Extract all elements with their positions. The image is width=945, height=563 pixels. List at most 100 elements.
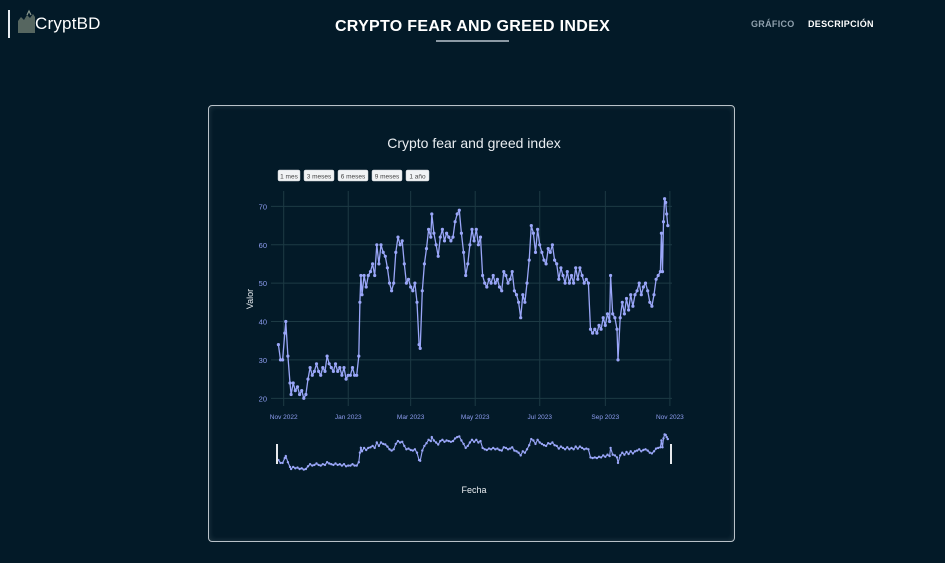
range-button-0[interactable]: 1 mes [277, 169, 301, 182]
data-point [359, 273, 363, 278]
data-point [546, 247, 550, 251]
fear-greed-chart[interactable]: Crypto fear and greed index 1 mes 3 meses… [209, 106, 736, 543]
slider-data-point [561, 446, 565, 450]
range-selector: 1 mes 3 meses 6 meses 9 meses 1 año [277, 169, 430, 182]
x-tick-label: Jul 2023 [527, 414, 552, 421]
data-point [422, 262, 426, 266]
data-point [544, 262, 548, 266]
y-tick-label: 70 [259, 202, 267, 211]
slider-data-point [660, 439, 663, 442]
data-point [593, 327, 597, 331]
data-point [415, 300, 419, 304]
data-point [350, 366, 355, 370]
slider-data-point [544, 444, 548, 448]
x-tick-label: May 2023 [461, 414, 490, 421]
slider-data-point [525, 448, 529, 451]
data-point [453, 220, 457, 224]
slider-data-point [286, 461, 290, 464]
data-point [508, 277, 512, 281]
slider-data-point [532, 439, 535, 442]
slider-data-point [625, 450, 628, 454]
data-point [375, 243, 379, 247]
slider-data-point [367, 446, 370, 450]
slider-data-point [382, 442, 385, 446]
slider-data-point [325, 461, 329, 464]
data-point [613, 316, 617, 320]
slider-data-point [559, 445, 563, 448]
slider-data-point [379, 441, 383, 444]
slider-data-point [441, 438, 444, 441]
data-point [379, 243, 383, 247]
range-button-3[interactable]: 9 meses [371, 169, 403, 182]
data-point [650, 304, 654, 308]
slider-data-point [604, 455, 607, 458]
data-point [364, 285, 368, 289]
nav-descripcion[interactable]: DESCRIPCIÓN [808, 19, 874, 29]
range-button-2[interactable]: 6 meses [337, 169, 369, 182]
data-point [660, 270, 665, 274]
slider-data-point [627, 452, 630, 456]
slider-data-point [283, 456, 286, 460]
slider-data-point [555, 444, 558, 448]
x-tick-label: Nov 2022 [270, 414, 298, 421]
slider-data-point [538, 441, 541, 444]
slider-data-point [349, 464, 352, 467]
range-button-label: 6 meses [341, 174, 366, 181]
slider-data-point [306, 465, 310, 468]
slider-data-point [646, 449, 649, 452]
data-point [569, 273, 574, 278]
slider-data-point [319, 464, 322, 467]
slider-data-point [635, 449, 639, 452]
logo-text[interactable]: CryptBD [35, 14, 101, 33]
range-button-4[interactable]: 1 año [405, 169, 430, 182]
slider-data-point [328, 462, 331, 465]
data-point [288, 381, 292, 385]
slider-data-point [289, 467, 293, 471]
data-point [525, 281, 529, 285]
range-button-1[interactable]: 3 meses [303, 169, 335, 182]
data-point [506, 281, 510, 285]
data-point [504, 273, 508, 278]
data-point [510, 270, 514, 274]
slider-data-point [371, 444, 374, 448]
slider-data-point [462, 442, 465, 446]
slider-data-point [515, 450, 518, 453]
x-tick-label: Sep 2023 [591, 414, 619, 421]
data-point [521, 293, 525, 297]
data-point [580, 273, 584, 278]
data-point [631, 304, 635, 308]
slider-data-point [542, 444, 546, 447]
range-button-label: 3 meses [307, 174, 332, 181]
data-point [555, 262, 559, 266]
slider-data-point [576, 447, 579, 450]
slider-data-point [456, 435, 459, 439]
slider-data-point [359, 446, 363, 450]
data-point [654, 277, 658, 281]
slider-handle-right[interactable] [670, 444, 672, 464]
slider-data-point [654, 447, 658, 450]
slider-data-point [547, 442, 550, 445]
slider-data-point [540, 442, 544, 446]
slider-handle-left[interactable] [276, 444, 278, 464]
data-point [329, 366, 333, 370]
x-axis-label: Fecha [461, 485, 486, 495]
slider-data-point [447, 439, 450, 443]
slider-data-point [449, 440, 453, 443]
data-point [286, 354, 290, 358]
nav-grafico[interactable]: GRÁFICO [751, 19, 795, 29]
slider-data-point [553, 444, 556, 447]
x-tick-label: Nov 2023 [656, 414, 684, 421]
data-point [398, 243, 402, 247]
data-point [368, 270, 373, 274]
data-point [276, 343, 280, 347]
range-button-label: 1 mes [280, 174, 298, 181]
data-point [289, 392, 293, 397]
slider-data-point [583, 448, 586, 451]
range-slider[interactable] [276, 433, 672, 471]
slider-data-point [606, 453, 609, 456]
slider-data-point [394, 442, 397, 446]
data-point [603, 323, 607, 327]
slider-data-point [460, 439, 463, 442]
slider-data-point [360, 450, 364, 453]
slider-data-point [511, 446, 514, 449]
